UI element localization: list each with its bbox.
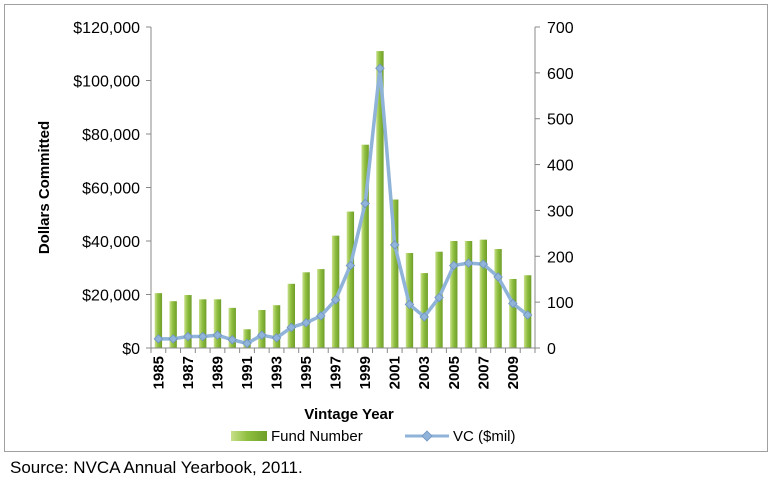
vc-point-2005: [449, 260, 459, 271]
x-tick-label: 1987: [180, 356, 197, 389]
x-tick-label: 2009: [505, 356, 522, 389]
vc-point-1990: [227, 334, 237, 345]
vc-point-1988: [197, 331, 208, 342]
bar-1995: [302, 272, 310, 348]
bar-1994: [287, 283, 295, 348]
x-tick-label: 1991: [239, 356, 256, 389]
vc-point-1998: [345, 260, 356, 271]
vc-point-2006: [463, 258, 474, 268]
vc-point-1996: [316, 311, 326, 321]
y-right-tick-label: 400: [547, 158, 574, 175]
x-tick-label: 2001: [387, 356, 404, 389]
y-left-tick-label: $60,000: [82, 181, 140, 198]
vc-point-2007: [478, 259, 489, 269]
x-axis-title: Vintage Year: [304, 406, 394, 423]
bar-1991: [243, 329, 251, 348]
bar-1999: [361, 144, 369, 348]
x-tick-label: 1997: [328, 356, 345, 389]
y-right-tick-label: 500: [547, 112, 574, 129]
legend-swatch-fund-number: [231, 431, 267, 441]
bar-1986: [169, 301, 177, 348]
legend-label-fund-number: Fund Number: [271, 428, 363, 445]
vc-point-1991: [242, 338, 252, 349]
vc-point-1985: [153, 334, 164, 344]
y-left-tick-label: $0: [122, 341, 140, 358]
vc-point-2003: [419, 312, 429, 322]
vc-point-1999: [360, 198, 370, 209]
bar-2003: [420, 273, 428, 348]
y-left-tick-label: $20,000: [82, 288, 140, 305]
x-tick-label: 2007: [475, 356, 492, 389]
bar-1998: [346, 211, 355, 348]
combo-chart: $0 $20,000 $40,000 $60,000 $80,000 $100,000 $1…: [36, 20, 574, 445]
vc-point-2000: [375, 63, 385, 74]
bar-1996: [317, 269, 325, 348]
y-left-tick-label: $80,000: [82, 127, 140, 144]
bar-1989: [213, 299, 222, 348]
y-left-tick-label: $120,000: [73, 20, 140, 37]
vc-point-1987: [183, 331, 193, 342]
x-tick-label: 1995: [298, 356, 315, 389]
bar-2007: [479, 239, 487, 348]
bar-1993: [272, 305, 281, 348]
y-axis-title: Dollars Committed: [36, 121, 53, 254]
vc-point-2008: [493, 272, 503, 282]
bar-2005: [450, 241, 458, 348]
chart-frame: $0 $20,000 $40,000 $60,000 $80,000 $100,000 $1…: [4, 4, 768, 452]
x-tick-label: 1993: [269, 356, 286, 389]
x-tick-label: 1989: [209, 356, 226, 389]
source-note: Source: NVCA Annual Yearbook, 2011.: [10, 458, 303, 477]
vc-point-2010: [522, 310, 533, 320]
vc-point-1992: [257, 330, 267, 340]
vc-point-2004: [434, 292, 444, 303]
bar-1990: [228, 307, 236, 348]
bar-2006: [464, 241, 473, 348]
bar-1988: [199, 299, 207, 348]
x-tick-label: 2005: [446, 356, 463, 389]
y-right-tick-label: 600: [547, 66, 574, 83]
bar-1997: [331, 235, 340, 348]
y-left-tick-label: $100,000: [73, 74, 140, 91]
bar-2000: [376, 51, 384, 348]
y-right-tick-label: 300: [547, 203, 574, 220]
vc-point-1993: [271, 333, 282, 343]
vc-point-1986: [168, 334, 178, 344]
y-right-tick-label: 700: [547, 20, 574, 37]
x-tick-label: 1985: [150, 356, 167, 389]
y-right-tick-label: 0: [547, 341, 556, 358]
vc-point-2009: [508, 298, 518, 309]
bar-2009: [509, 278, 517, 348]
x-tick-label: 1999: [357, 356, 374, 389]
legend-swatch-vc-marker: [421, 430, 433, 442]
vc-point-1995: [301, 318, 311, 328]
bar-1985: [154, 293, 163, 348]
y-right-tick-label: 100: [547, 295, 574, 312]
bar-2001: [391, 199, 399, 348]
vc-point-2001: [389, 240, 400, 250]
legend-label-vc: VC ($mil): [453, 428, 516, 445]
bar-2008: [494, 249, 502, 348]
vc-point-1997: [330, 295, 341, 305]
y-left-tick-label: $40,000: [82, 234, 140, 251]
bar-1987: [184, 295, 192, 348]
vc-point-2002: [404, 299, 415, 310]
bar-1992: [258, 310, 266, 348]
y-right-tick-label: 200: [547, 249, 574, 266]
vc-point-1994: [286, 322, 297, 333]
vc-point-1989: [212, 330, 223, 340]
x-tick-label: 2003: [416, 356, 433, 389]
